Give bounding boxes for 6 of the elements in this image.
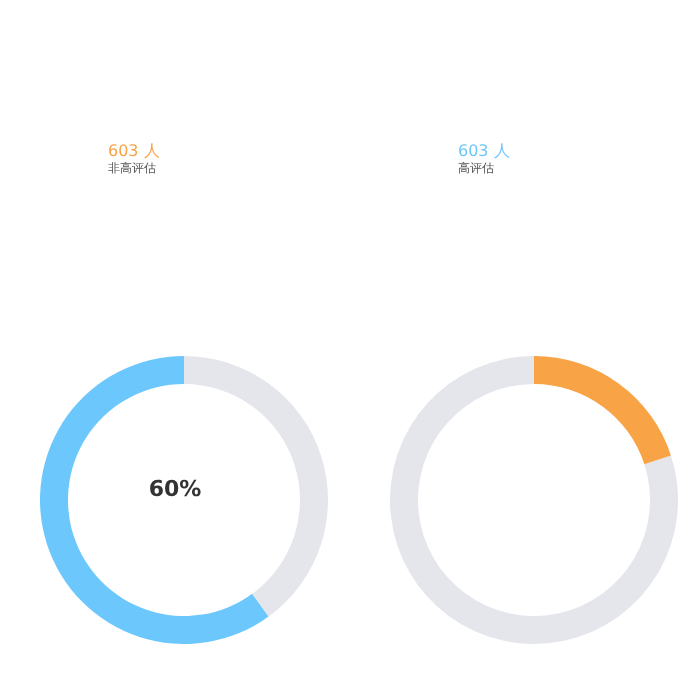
donut-slice	[390, 356, 678, 644]
donut-slice	[534, 356, 671, 465]
donut-slice	[40, 356, 269, 644]
chart-title: 603 人	[458, 140, 510, 162]
chart-title: 603 人	[108, 140, 160, 162]
text: 60%	[146, 476, 204, 502]
